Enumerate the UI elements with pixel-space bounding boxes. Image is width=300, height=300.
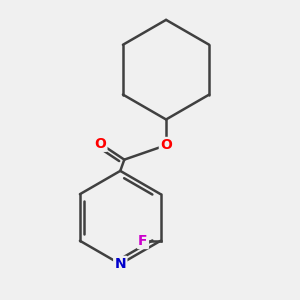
Text: O: O (94, 136, 106, 151)
Text: O: O (160, 138, 172, 152)
Text: N: N (115, 257, 126, 271)
Text: F: F (138, 234, 148, 248)
